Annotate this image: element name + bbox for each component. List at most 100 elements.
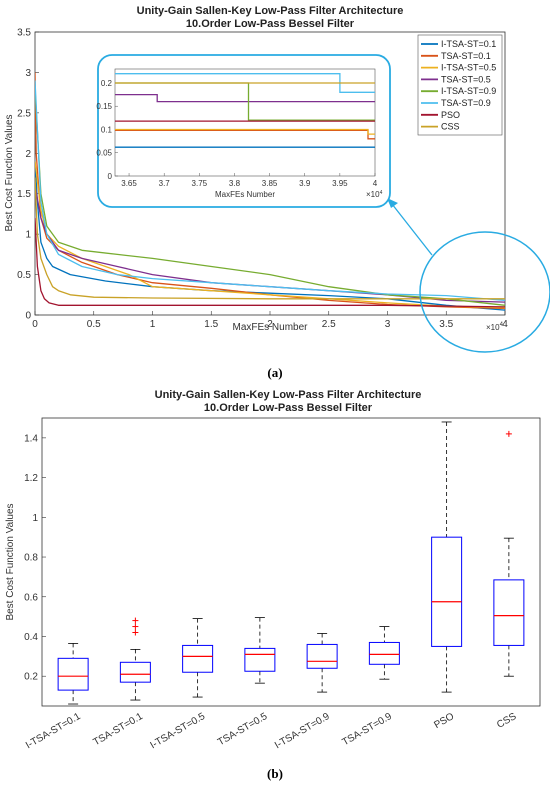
inset-xtick-label: 3.7 — [159, 179, 171, 188]
chart-b-ytick-label: 0.2 — [24, 672, 38, 683]
legend-entry: CSS — [441, 122, 460, 132]
outlier-marker — [505, 430, 512, 437]
inset-xtick-label: 4 — [373, 179, 378, 188]
box-iqr — [119, 661, 151, 683]
category-label: TSA-ST=0.1 — [91, 711, 145, 748]
inset-ytick-label: 0.2 — [101, 79, 113, 88]
category-label: I-TSA-ST=0.9 — [273, 711, 332, 751]
chart-b-subtitle: 10.Order Low-Pass Bessel Filter — [204, 402, 373, 414]
chart-b-ytick-label: 1.2 — [24, 473, 38, 484]
chart-a-zoom-arrowhead — [387, 198, 398, 208]
inset-xlabel: MaxFEs Number — [215, 190, 275, 199]
outlier-marker — [132, 629, 139, 636]
chart-a-legend: I-TSA-ST=0.1TSA-ST=0.1I-TSA-ST=0.5TSA-ST… — [417, 34, 503, 136]
chart-b-ylabel: Best Cost Function Values — [5, 503, 16, 620]
chart-b-boxes — [57, 421, 525, 705]
chart-a-xtick-label: 1 — [150, 319, 156, 330]
chart-a-xtick-label: 3.5 — [439, 319, 453, 330]
chart-a-xtick-label: 0 — [32, 319, 38, 330]
inset-series-line-3 — [115, 93, 375, 103]
legend-box — [417, 34, 503, 136]
box-1 — [119, 617, 151, 701]
inset-xtick-label: 3.65 — [121, 179, 137, 188]
category-label: TSA-ST=0.9 — [340, 711, 394, 748]
chart-a-title: Unity-Gain Sallen-Key Low-Pass Filter Ar… — [137, 5, 404, 17]
legend-entry: I-TSA-ST=0.9 — [441, 86, 496, 96]
chart-a-xtick-label: 1.5 — [204, 319, 218, 330]
chart-b-title: Unity-Gain Sallen-Key Low-Pass Filter Ar… — [155, 389, 422, 401]
chart-a-ytick-label: 2 — [25, 149, 31, 160]
chart-b-categories: I-TSA-ST=0.1 TSA-ST=0.1 I-TSA-ST=0.5 TSA-ST… — [24, 711, 519, 751]
chart-b-plot-area — [41, 417, 541, 707]
category-label: CSS — [495, 711, 519, 731]
outlier-marker — [132, 617, 139, 624]
chart-b-ytick-label: 0.4 — [24, 632, 38, 643]
chart-b-axes: 0.2 0.4 0.6 0.8 1 1.2 1.4 — [24, 433, 46, 683]
chart-b-ytick-label: 1.4 — [24, 433, 38, 444]
chart-a-ytick-label: 0 — [25, 311, 31, 322]
inset-ytick-label: 0.15 — [96, 102, 112, 111]
series-line-7 — [35, 177, 505, 300]
inset-ytick-label: 0 — [108, 172, 113, 181]
chart-b: Unity-Gain Sallen-Key Low-Pass Filter Ar… — [5, 389, 541, 751]
chart-a-xtick-label: 3 — [385, 319, 391, 330]
box-6 — [431, 421, 463, 693]
chart-a-ytick-label: 3.5 — [17, 28, 31, 39]
legend-entry: TSA-ST=0.9 — [441, 98, 491, 108]
box-0 — [57, 643, 89, 705]
chart-a-zoom-arrow — [391, 203, 433, 256]
chart-a-ytick-label: 0.5 — [17, 270, 31, 281]
inset-xtick-label: 3.85 — [262, 179, 278, 188]
box-iqr — [431, 536, 463, 647]
chart-a-xtick-label: 4 — [502, 319, 508, 330]
box-iqr — [368, 641, 400, 665]
inset-series-line-2 — [115, 128, 375, 135]
chart-a-ylabel: Best Cost Function Values — [4, 114, 15, 231]
chart-b-ytick-label: 0.8 — [24, 553, 38, 564]
chart-a-xtick-label: 0.5 — [87, 319, 101, 330]
chart-a-ytick-label: 3 — [25, 68, 31, 79]
chart-b-ytick-label: 0.6 — [24, 592, 38, 603]
inset-ytick-label: 0.05 — [96, 149, 112, 158]
inset-xtick-label: 3.9 — [299, 179, 311, 188]
chart-a: Unity-Gain Sallen-Key Low-Pass Filter Ar… — [4, 5, 550, 353]
chart-b-ytick-label: 1 — [32, 513, 38, 524]
category-label: I-TSA-ST=0.5 — [148, 711, 207, 751]
chart-a-ytick-label: 1 — [25, 230, 31, 241]
inset-axes: 3.65 3.7 3.75 3.8 3.85 3.9 3.95 4 0 0.05 0.1 0.15 0.… — [96, 79, 377, 188]
box-5 — [368, 626, 400, 680]
box-iqr — [57, 657, 89, 691]
chart-a-xlabel: MaxFEs Number — [232, 322, 308, 333]
chart-a-axes: 0 0.5 1 1.5 2 2.5 3 3.5 4 0 0.5 1 1.5 2 2.5 3 3.5 — [17, 28, 508, 331]
box-2 — [182, 618, 214, 698]
chart-a-zoom-circle — [419, 231, 550, 353]
series-line-6 — [35, 217, 505, 308]
legend-entry: TSA-ST=0.1 — [441, 51, 491, 61]
legend-entry: I-TSA-ST=0.5 — [441, 63, 496, 73]
chart-a-series — [35, 72, 505, 311]
inset-xtick-label: 3.8 — [229, 179, 241, 188]
box-7 — [493, 430, 525, 677]
box-iqr — [182, 644, 214, 673]
legend-entry: TSA-ST=0.5 — [441, 74, 491, 84]
outlier-marker — [132, 623, 139, 630]
series-line-4 — [35, 88, 505, 306]
series-line-5 — [35, 80, 505, 302]
chart-a-x-exponent: ×104 — [486, 322, 504, 332]
box-3 — [244, 617, 276, 684]
box-iqr — [493, 579, 525, 646]
chart-a-xtick-label: 2.5 — [322, 319, 336, 330]
legend-entry: I-TSA-ST=0.1 — [441, 39, 496, 49]
legend-entry: PSO — [441, 110, 460, 120]
category-label: TSA-ST=0.5 — [216, 711, 270, 748]
inset-ytick-label: 0.1 — [101, 125, 113, 134]
chart-a-subtitle: 10.Order Low-Pass Bessel Filter — [186, 18, 355, 30]
inset-series — [115, 73, 375, 148]
box-iqr — [244, 647, 276, 672]
box-iqr — [306, 643, 338, 669]
category-label: PSO — [432, 711, 456, 731]
inset-xtick-label: 3.75 — [192, 179, 208, 188]
panel-b-label: (b) — [267, 766, 283, 781]
category-label: I-TSA-ST=0.1 — [24, 711, 83, 751]
chart-a-ytick-label: 1.5 — [17, 189, 31, 200]
